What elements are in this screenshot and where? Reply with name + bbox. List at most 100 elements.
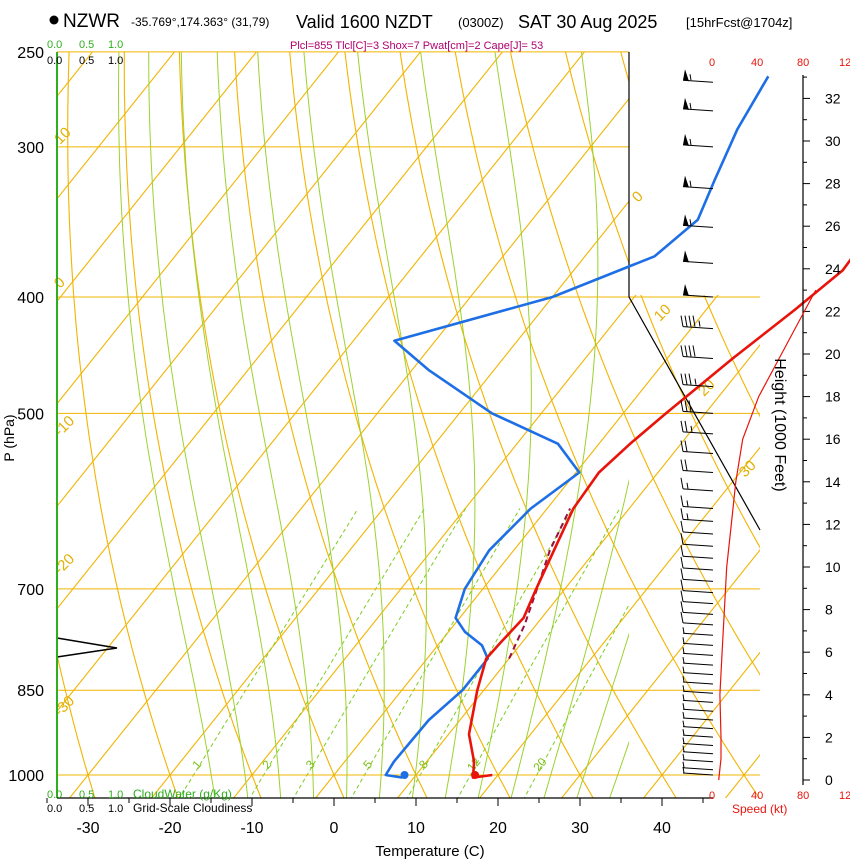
barb-pennant — [683, 175, 689, 188]
isotherm — [57, 52, 585, 713]
height-tick-label: 16 — [825, 431, 841, 447]
moist-adiabat — [576, 632, 629, 798]
dry-adiabat — [564, 52, 629, 265]
moist-adiabat — [510, 52, 599, 798]
barb-half-flag — [682, 703, 685, 710]
barb-half-flag — [682, 711, 685, 719]
wind-barb — [680, 579, 714, 594]
wind-barb — [680, 611, 714, 626]
barb-half-flag — [698, 320, 701, 327]
height-axis-title: Height (1000 Feet) — [771, 358, 788, 491]
barb-flag — [680, 611, 684, 624]
barb-flag — [680, 520, 684, 533]
x-tick-label: -20 — [158, 820, 181, 837]
barb-staff — [682, 488, 714, 492]
mixing-ratio-line — [249, 508, 425, 798]
dry-adiabat — [289, 52, 511, 798]
cloudwater-top-tick-0: 0.0 — [47, 39, 62, 51]
barb-flag — [688, 345, 692, 357]
wind-barb — [680, 373, 714, 388]
barb-half-flag — [689, 180, 692, 187]
mixing-ratio-line — [457, 508, 621, 798]
height-tick-label: 8 — [825, 602, 833, 618]
cloudiness-bottom-tick-2: 1.0 — [108, 803, 123, 815]
barb-staff — [682, 652, 714, 656]
height-tick-label: 4 — [825, 687, 833, 703]
cloudwater-bottom-tick-1: 0.5 — [79, 789, 94, 801]
wind-barb — [680, 601, 714, 615]
dry-adiabat — [620, 52, 629, 84]
mixing-ratio-label: 20 — [530, 755, 550, 774]
cloudiness-bottom-tick-0: 0.0 — [47, 803, 62, 815]
barb-half-flag — [682, 666, 685, 673]
dry-adiabat — [123, 52, 262, 798]
wind-barb — [682, 685, 714, 694]
cloudiness-top-tick-2: 1.0 — [108, 55, 123, 67]
cloudiness-top-tick-1: 0.5 — [79, 55, 94, 67]
pressure-tick-label: 700 — [17, 582, 44, 599]
cloudwater-top-tick-2: 1.0 — [108, 39, 123, 51]
barb-flag — [680, 459, 684, 471]
barb-flag — [684, 420, 688, 432]
barb-flag — [680, 345, 684, 357]
dry-adiabat-ext — [235, 52, 429, 801]
barb-flag — [692, 345, 696, 357]
isotherm-label: -20 — [51, 550, 78, 577]
dry-adiabat-ext — [629, 423, 760, 676]
valid-utc: (0300Z) — [458, 15, 504, 30]
cloudiness-bottom-tick-1: 0.5 — [79, 803, 94, 815]
surface-dewpoint-dot — [400, 771, 409, 779]
wind-barb — [682, 745, 714, 755]
wind-barb — [682, 97, 714, 112]
barb-flag — [680, 315, 684, 327]
x-tick-label: 20 — [489, 820, 507, 837]
barb-half-flag — [689, 74, 692, 81]
barb-staff — [682, 772, 714, 776]
speed-top-tick-2: 80 — [797, 57, 809, 69]
x-tick-label: 30 — [571, 820, 589, 837]
barb-staff — [682, 326, 714, 330]
wind-barb — [682, 69, 714, 83]
speed-top-tick-0: 0 — [709, 57, 715, 69]
isotherm — [57, 52, 339, 405]
wind-barb — [682, 627, 714, 636]
barb-staff — [682, 662, 714, 666]
wind-barb — [680, 545, 714, 559]
speed-top-tick-1: 40 — [751, 57, 763, 69]
wind-barb — [682, 637, 714, 646]
isotherm-label: -10 — [51, 412, 78, 439]
barb-staff — [682, 767, 714, 771]
height-tick-label: 10 — [825, 559, 841, 575]
wind-barb — [682, 133, 714, 148]
thermo-grid — [57, 51, 850, 801]
mixing-ratio-line — [406, 508, 573, 798]
moist-adiabat — [543, 478, 629, 798]
barb-staff — [682, 601, 714, 605]
isotherm-ext — [629, 549, 760, 715]
barb-staff — [682, 355, 714, 359]
moist-adiabat — [420, 52, 476, 798]
barb-staff — [682, 708, 714, 712]
pressure-tick-label: 400 — [17, 290, 44, 307]
dry-adiabat-ext — [703, 295, 760, 418]
y-axis-title: P (hPa) — [1, 414, 17, 461]
moist-adiabat — [216, 52, 315, 798]
mixing-ratio-line — [350, 508, 521, 798]
isotherm — [642, 52, 850, 801]
barb-flag — [688, 373, 692, 385]
barb-half-flag — [686, 500, 689, 507]
cloudiness-label: Grid-Scale Cloudiness — [133, 801, 252, 815]
isotherm — [57, 52, 421, 508]
barb-flag — [680, 579, 684, 591]
station-bullet-icon — [49, 15, 59, 25]
forecast-info: [15hrFcst@1704z] — [686, 15, 792, 30]
plot-area — [57, 52, 850, 801]
barb-half-flag — [682, 737, 685, 744]
isotherm-label: -30 — [51, 692, 78, 719]
barb-pennant — [683, 250, 689, 263]
wind-barb — [682, 737, 714, 746]
valid-date: SAT 30 Aug 2025 — [518, 12, 657, 32]
pressure-tick-label: 300 — [17, 140, 44, 157]
